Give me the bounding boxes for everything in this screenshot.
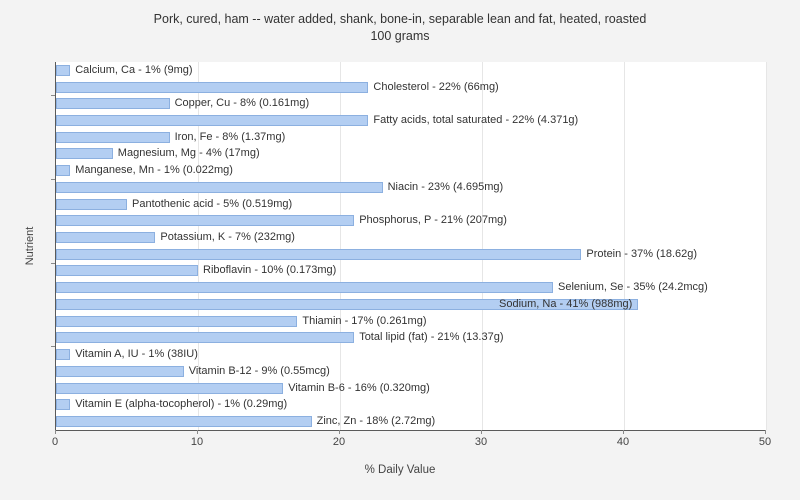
bar-label: Thiamin - 17% (0.261mg) <box>302 314 427 327</box>
bar-label: Pantothenic acid - 5% (0.519mg) <box>132 197 293 210</box>
bar-row: Potassium, K - 7% (232mg) <box>56 229 766 246</box>
bar-label: Niacin - 23% (4.695mg) <box>387 180 504 193</box>
chart-title: Pork, cured, ham -- water added, shank, … <box>153 12 647 26</box>
y-axis-label: Nutrient <box>24 226 36 266</box>
bar-row: Calcium, Ca - 1% (9mg) <box>56 62 766 79</box>
bar-label: Protein - 37% (18.62g) <box>586 247 698 260</box>
bar-label: Sodium, Na - 41% (988mg) <box>499 297 633 310</box>
bar-row: Total lipid (fat) - 21% (13.37g) <box>56 330 766 347</box>
chart-subtitle: 100 grams <box>370 29 430 43</box>
bar-label: Copper, Cu - 8% (0.161mg) <box>174 97 310 110</box>
bar-row: Phosphorus, P - 21% (207mg) <box>56 212 766 229</box>
x-tick-mark <box>339 430 340 434</box>
y-tick-mark <box>51 179 55 181</box>
bar <box>56 131 170 143</box>
bar-label: Total lipid (fat) - 21% (13.37g) <box>359 331 504 344</box>
bar-label: Selenium, Se - 35% (24.2mcg) <box>558 281 708 294</box>
x-axis-label: % Daily Value <box>364 464 436 476</box>
bar-row: Pantothenic acid - 5% (0.519mg) <box>56 196 766 213</box>
bar-row: Magnesium, Mg - 4% (17mg) <box>56 146 766 163</box>
bar-row: Manganese, Mn - 1% (0.022mg) <box>56 162 766 179</box>
bar-row: Vitamin B-6 - 16% (0.320mg) <box>56 380 766 397</box>
bar-row: Fatty acids, total saturated - 22% (4.37… <box>56 112 766 129</box>
bar <box>56 349 71 361</box>
bar-row: Copper, Cu - 8% (0.161mg) <box>56 95 766 112</box>
bar <box>56 298 639 310</box>
bar-label: Potassium, K - 7% (232mg) <box>160 231 295 244</box>
x-tick-label: 20 <box>332 436 346 448</box>
bar-row: Zinc, Zn - 18% (2.72mg) <box>56 413 766 430</box>
bar-label: Zinc, Zn - 18% (2.72mg) <box>316 414 436 427</box>
bar <box>56 265 198 277</box>
bar <box>56 399 71 411</box>
bar-label: Phosphorus, P - 21% (207mg) <box>359 214 507 227</box>
bar-label: Vitamin E (alpha-tocopherol) - 1% (0.29m… <box>75 398 288 411</box>
bar <box>56 98 170 110</box>
x-tick-label: 10 <box>190 436 204 448</box>
y-tick-mark <box>51 346 55 348</box>
bar <box>56 282 553 294</box>
bar-row: Sodium, Na - 41% (988mg) <box>56 296 766 313</box>
gridline <box>340 62 341 430</box>
bar-row: Protein - 37% (18.62g) <box>56 246 766 263</box>
bar-label: Iron, Fe - 8% (1.37mg) <box>174 130 286 143</box>
gridline <box>482 62 483 430</box>
x-tick-label: 0 <box>51 436 59 448</box>
bar <box>56 81 369 93</box>
bar-row: Iron, Fe - 8% (1.37mg) <box>56 129 766 146</box>
bar-row: Cholesterol - 22% (66mg) <box>56 79 766 96</box>
bar-row: Riboflavin - 10% (0.173mg) <box>56 263 766 280</box>
x-tick-mark <box>623 430 624 434</box>
bar <box>56 198 127 210</box>
bar <box>56 165 71 177</box>
bar-label: Fatty acids, total saturated - 22% (4.37… <box>373 114 579 127</box>
bar-label: Riboflavin - 10% (0.173mg) <box>203 264 337 277</box>
bar-label: Magnesium, Mg - 4% (17mg) <box>117 147 260 160</box>
bar <box>56 248 582 260</box>
bar <box>56 365 184 377</box>
bar <box>56 315 298 327</box>
gridline <box>766 62 767 430</box>
x-tick-mark <box>481 430 482 434</box>
x-axis-ticks: 0 10 20 30 40 50 <box>51 436 771 450</box>
bar-row: Selenium, Se - 35% (24.2mcg) <box>56 279 766 296</box>
bar-label: Vitamin A, IU - 1% (38IU) <box>75 348 198 361</box>
y-tick-mark <box>51 95 55 97</box>
bar-label: Vitamin B-6 - 16% (0.320mg) <box>288 381 430 394</box>
bar <box>56 115 369 127</box>
bar-label: Calcium, Ca - 1% (9mg) <box>75 63 193 76</box>
x-tick-mark <box>197 430 198 434</box>
x-tick-mark <box>765 430 766 434</box>
bar-row: Vitamin A, IU - 1% (38IU) <box>56 346 766 363</box>
x-tick-label: 40 <box>616 436 630 448</box>
x-tick-label: 30 <box>474 436 488 448</box>
bar <box>56 215 355 227</box>
x-tick-mark <box>55 430 56 434</box>
bar-label: Cholesterol - 22% (66mg) <box>373 80 499 93</box>
bar <box>56 148 113 160</box>
bar <box>56 181 383 193</box>
bars-container: Calcium, Ca - 1% (9mg) Cholesterol - 22% … <box>56 62 766 430</box>
bar-row: Niacin - 23% (4.695mg) <box>56 179 766 196</box>
bar <box>56 382 284 394</box>
bar-row: Vitamin E (alpha-tocopherol) - 1% (0.29m… <box>56 396 766 413</box>
bar-label: Manganese, Mn - 1% (0.022mg) <box>75 164 233 177</box>
bar-row: Thiamin - 17% (0.261mg) <box>56 313 766 330</box>
bar <box>56 415 312 427</box>
bar-label: Vitamin B-12 - 9% (0.55mcg) <box>188 364 330 377</box>
bar <box>56 64 71 76</box>
bar-row: Vitamin B-12 - 9% (0.55mcg) <box>56 363 766 380</box>
bar <box>56 332 355 344</box>
gridline <box>624 62 625 430</box>
gridline <box>198 62 199 430</box>
plot-area: Calcium, Ca - 1% (9mg) Cholesterol - 22% … <box>55 62 767 431</box>
x-tick-label: 50 <box>758 436 772 448</box>
bar <box>56 232 156 244</box>
y-tick-mark <box>51 262 55 264</box>
